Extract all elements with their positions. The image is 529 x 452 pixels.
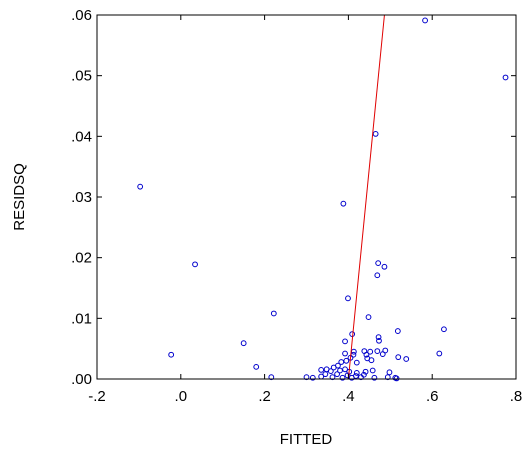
data-point bbox=[318, 373, 325, 380]
y-tick-label: .03 bbox=[71, 189, 92, 206]
y-tick-label: .06 bbox=[71, 7, 92, 24]
data-point bbox=[330, 364, 337, 371]
y-tick-label: .05 bbox=[71, 68, 92, 85]
data-point bbox=[375, 334, 382, 341]
x-tick-label: .4 bbox=[342, 388, 355, 405]
data-point bbox=[322, 371, 329, 378]
y-tick-label: .02 bbox=[71, 250, 92, 267]
data-point bbox=[240, 340, 247, 347]
x-tick-label: -.2 bbox=[88, 388, 106, 405]
data-point bbox=[384, 374, 391, 381]
fit-line bbox=[347, 14, 385, 380]
data-point bbox=[337, 367, 343, 374]
data-point bbox=[168, 351, 175, 358]
data-point bbox=[350, 351, 357, 358]
x-tick-label: .8 bbox=[510, 388, 523, 405]
data-point bbox=[137, 183, 144, 190]
x-tick-label: .2 bbox=[258, 388, 271, 405]
ticks-layer: -.2 .0 .2 .4 .6 .8 .00 .01 .02 .03 .04 .05 .06 bbox=[71, 7, 522, 405]
data-point bbox=[393, 375, 400, 382]
data-point bbox=[192, 261, 198, 268]
plot-frame bbox=[96, 14, 517, 380]
data-point bbox=[365, 314, 372, 321]
data-point bbox=[338, 359, 345, 365]
data-point bbox=[394, 328, 401, 334]
data-point bbox=[381, 263, 388, 270]
data-point bbox=[334, 371, 340, 378]
data-point bbox=[253, 363, 260, 370]
data-point bbox=[368, 357, 375, 364]
data-point bbox=[369, 367, 376, 374]
points-layer bbox=[137, 17, 509, 382]
data-point bbox=[403, 356, 410, 362]
data-point bbox=[375, 260, 382, 267]
data-point bbox=[344, 372, 351, 379]
data-point bbox=[379, 351, 386, 358]
y-axis-label: RESIDSQ bbox=[11, 163, 28, 231]
data-point bbox=[342, 338, 348, 345]
data-point bbox=[441, 326, 447, 333]
data-point bbox=[358, 374, 364, 381]
data-point bbox=[436, 350, 443, 357]
data-point bbox=[374, 348, 381, 354]
data-point bbox=[386, 369, 393, 376]
data-point bbox=[268, 374, 275, 381]
data-point bbox=[318, 367, 325, 373]
y-tick-label: .04 bbox=[71, 128, 92, 145]
data-point bbox=[340, 200, 347, 207]
data-point bbox=[270, 310, 277, 317]
fit-line-layer bbox=[347, 14, 385, 380]
data-point bbox=[395, 354, 402, 361]
data-point bbox=[348, 374, 355, 381]
data-point bbox=[309, 374, 316, 381]
data-point bbox=[327, 368, 334, 375]
data-point bbox=[363, 351, 370, 358]
data-point bbox=[376, 337, 382, 344]
y-tick-label: .01 bbox=[71, 310, 92, 327]
data-point bbox=[353, 359, 360, 366]
data-point bbox=[372, 131, 379, 137]
data-point bbox=[422, 17, 428, 24]
data-point bbox=[362, 368, 369, 375]
data-point bbox=[349, 331, 356, 338]
data-point bbox=[342, 350, 348, 357]
x-tick-label: .6 bbox=[426, 388, 439, 405]
data-point bbox=[502, 74, 509, 81]
x-axis-label: FITTED bbox=[280, 431, 333, 448]
y-tick-label: .00 bbox=[71, 371, 92, 388]
data-point bbox=[303, 374, 310, 381]
data-point bbox=[339, 374, 346, 381]
data-point bbox=[343, 357, 350, 364]
data-point bbox=[371, 374, 378, 381]
data-point bbox=[353, 370, 360, 376]
x-tick-label: .0 bbox=[175, 388, 188, 405]
data-point bbox=[345, 295, 351, 302]
data-point bbox=[367, 348, 374, 355]
data-point bbox=[374, 272, 381, 279]
data-point bbox=[329, 374, 336, 381]
